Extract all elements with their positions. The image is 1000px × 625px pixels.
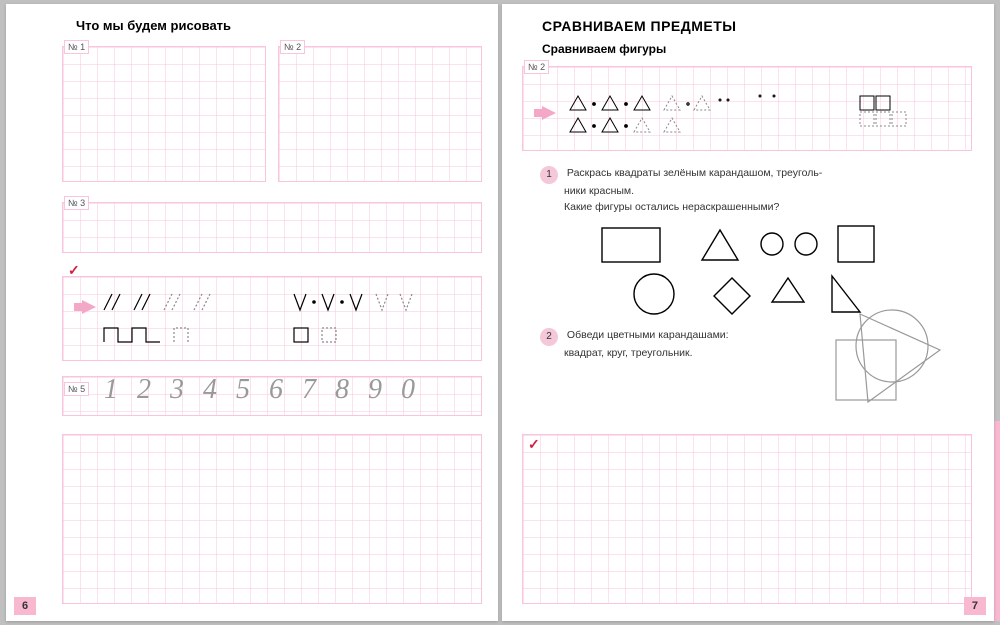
task-1: 1 Раскрась квадраты зелёным карандашом, … xyxy=(540,166,960,216)
page-number-left: 6 xyxy=(14,597,36,615)
task-1-line1: Раскрась квадраты зелёным карандашом, тр… xyxy=(567,167,822,179)
page-number-right: 7 xyxy=(964,597,986,615)
pink-edge xyxy=(990,421,1000,621)
task-2: 2 Обведи цветными карандашами: квадрат, … xyxy=(540,328,800,362)
task-2-number: 2 xyxy=(540,328,558,346)
left-page: Что мы будем рисовать № 1 № 2 № 3 ✓ xyxy=(6,4,498,621)
label-n2: № 2 xyxy=(280,40,305,54)
traced-numbers: 1 2 3 4 5 6 7 8 9 0 xyxy=(104,374,421,406)
pattern-strokes xyxy=(98,280,478,360)
grid-1 xyxy=(62,46,266,182)
right-page: СРАВНИВАЕМ ПРЕДМЕТЫ Сравниваем фигуры № … xyxy=(502,4,994,621)
task-2-line2: квадрат, круг, треугольник. xyxy=(564,347,693,359)
label-n1: № 1 xyxy=(64,40,89,54)
left-title: Что мы будем рисовать xyxy=(6,4,498,41)
check-1: ✓ xyxy=(68,262,80,279)
task-1-number: 1 xyxy=(540,166,558,184)
task-1-line2: ники красным. xyxy=(564,185,634,197)
task-2-line1: Обведи цветными карандашами: xyxy=(567,329,729,341)
grid-bottom-right xyxy=(522,434,972,604)
label-n5: № 5 xyxy=(64,382,89,396)
grid-bottom-left xyxy=(62,434,482,604)
grid-2 xyxy=(278,46,482,182)
shape-pattern-row xyxy=(560,80,970,150)
right-section-title: СРАВНИВАЕМ ПРЕДМЕТЫ xyxy=(502,4,994,38)
check-r1: ✓ xyxy=(528,436,540,453)
arrow-1 xyxy=(82,300,96,314)
arrow-r1 xyxy=(542,106,556,120)
task2-shapes xyxy=(812,304,962,414)
task-1-line3: Какие фигуры остались нераскрашенными? xyxy=(564,201,779,213)
label-r-n2: № 2 xyxy=(524,60,549,74)
label-n3: № 3 xyxy=(64,196,89,210)
right-subtitle: Сравниваем фигуры xyxy=(502,38,994,66)
grid-3 xyxy=(62,202,482,253)
